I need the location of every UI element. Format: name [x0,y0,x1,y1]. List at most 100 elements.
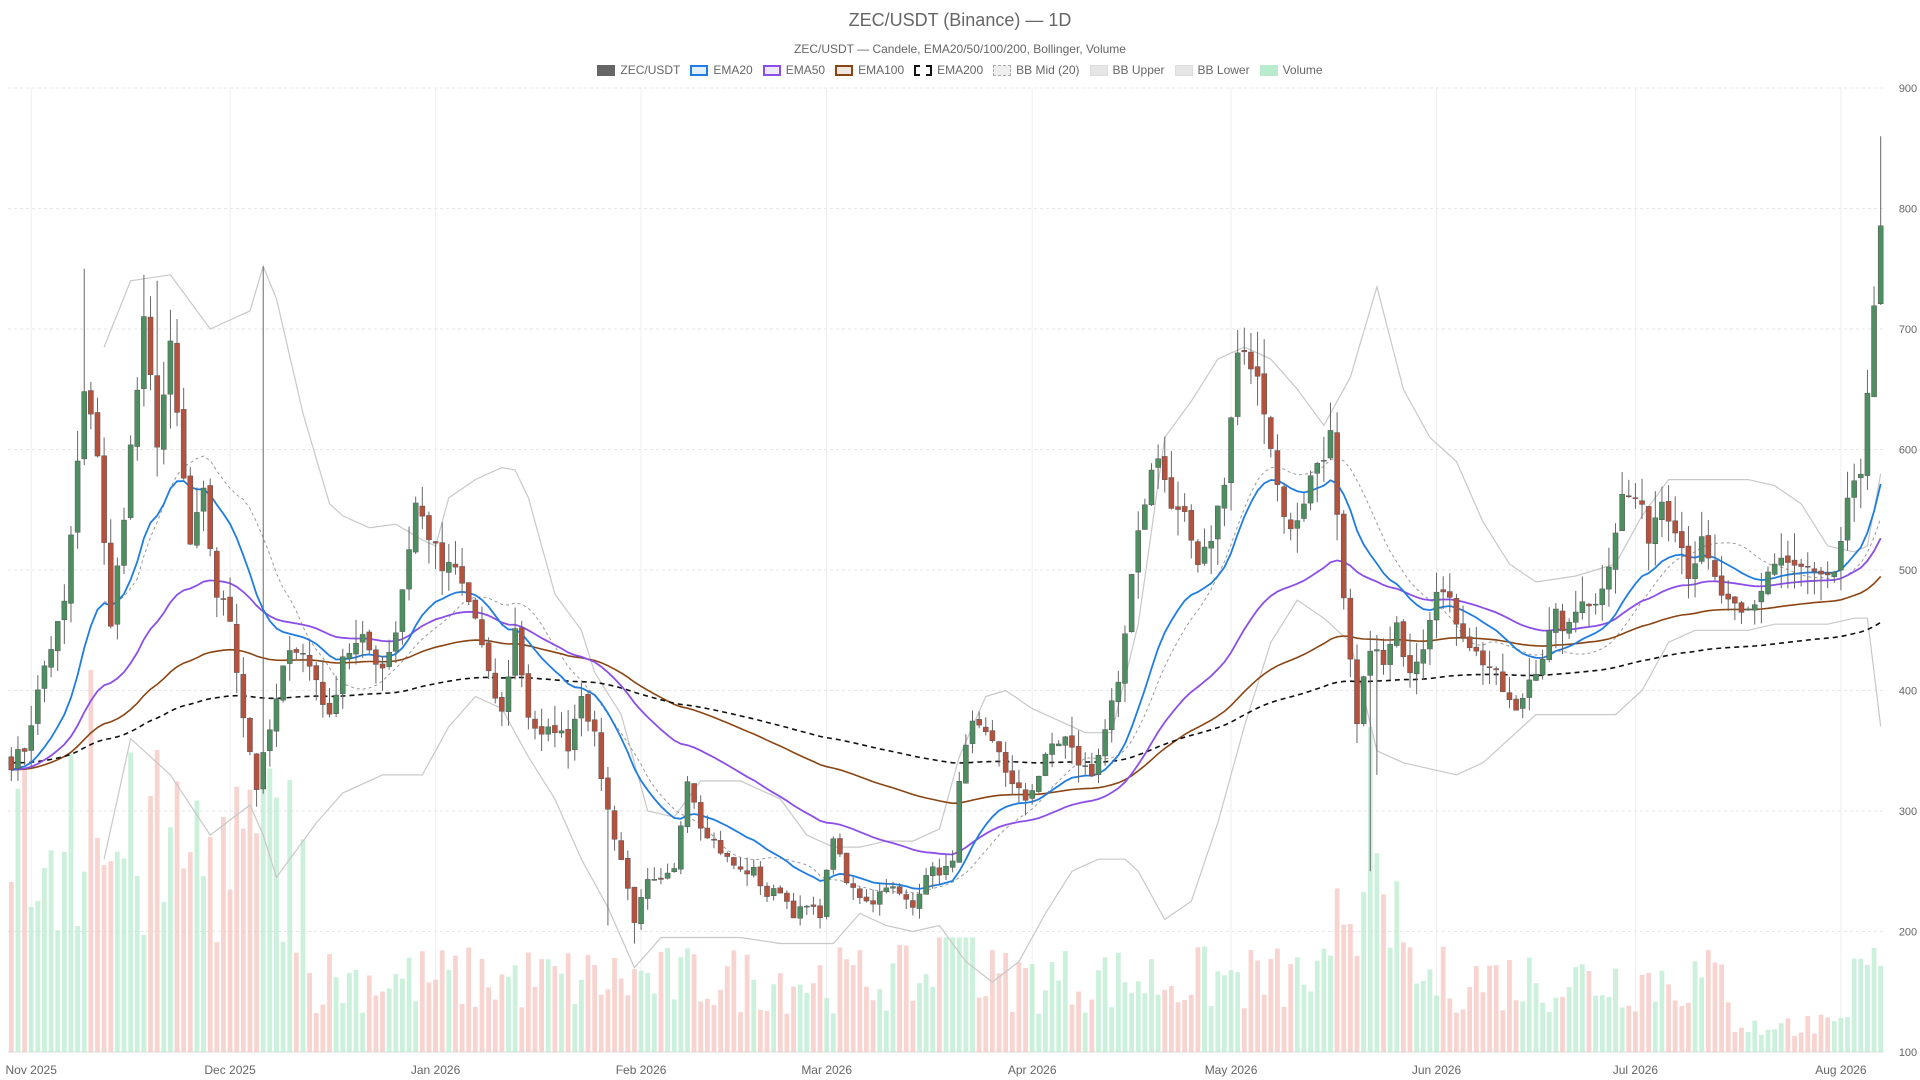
volume-bar [883,1010,889,1052]
volume-bar [870,1000,876,1052]
volume-bar [1215,971,1221,1052]
candle-body [1089,763,1095,777]
legend-item[interactable]: BB Lower [1174,63,1250,77]
volume-bar [1513,1000,1519,1052]
volume-bar [95,837,100,1052]
candle-body [485,642,492,672]
volume-bar [771,984,777,1052]
candle-body [1533,673,1539,681]
volume-bar [1102,957,1108,1052]
legend-item[interactable]: EMA200 [914,63,983,77]
candle-body [1745,608,1751,611]
legend[interactable]: ZEC/USDT EMA20 EMA50 EMA100 EMA200 BB Mid (20… [0,63,1920,77]
legend-item[interactable]: BB Upper [1089,63,1165,77]
volume-bar [1725,1002,1731,1052]
legend-item[interactable]: EMA100 [835,63,904,77]
candle-body [101,455,107,543]
candle-body [141,316,147,389]
candle-body [1433,591,1440,621]
volume-bar [1765,1029,1771,1052]
candle-body [830,838,837,870]
candle-body [1201,546,1208,564]
volume-bar [35,900,41,1052]
candle-body [1818,570,1824,575]
candle-body [1493,668,1499,671]
candle-body [565,728,571,752]
volume-bar [1792,1035,1797,1052]
volume-bar [247,789,253,1052]
legend-swatch [835,64,854,76]
candle-body [1599,588,1606,605]
candle-body [1420,649,1427,664]
volume-bar [386,988,392,1052]
volume-bar [1195,947,1201,1052]
volume-bar [1076,991,1081,1052]
legend-item[interactable]: ZEC/USDT [597,63,680,77]
candle-body [313,665,320,681]
candle-body [1665,501,1672,522]
candle-body [1022,789,1029,801]
legend-item[interactable]: EMA50 [762,63,825,77]
volume-bar [598,994,604,1052]
legend-swatch [690,64,709,76]
candle-body [1108,700,1115,731]
candle-body [1698,536,1705,562]
legend-swatch [762,64,781,76]
volume-bar [1288,964,1294,1052]
candle-body [1274,450,1281,485]
candle-body [35,689,41,724]
volume-bar [1056,980,1062,1052]
candle-body [333,694,339,714]
candle-body [88,390,94,415]
candle-body [764,885,770,897]
candle-body [903,894,909,900]
volume-bar [1016,962,1022,1052]
candle-body [1712,560,1718,577]
volume-bar [353,970,359,1052]
volume-bar [1082,1012,1088,1052]
volume-bar [917,982,922,1052]
candle-body [479,619,485,646]
legend-item[interactable]: Volume [1259,63,1323,77]
candle-body [1831,571,1838,578]
volume-bar [1222,975,1227,1052]
volume-bar [181,868,187,1052]
volume-bar [459,1003,465,1052]
bb-mid-line [103,455,1882,894]
candle-body [293,649,300,653]
candle-body [28,725,34,751]
candle-body [1036,775,1042,792]
volume-bar [1619,1007,1625,1052]
candle-body [1287,519,1294,530]
candle-body [54,621,61,652]
candle-body [1785,555,1791,563]
volume-bar [1745,1031,1751,1052]
volume-bar [174,781,180,1052]
candle-body [658,877,664,880]
volume-bar [764,1011,770,1052]
candle-body [505,676,512,712]
volume-bar [1540,1002,1545,1052]
volume-bar [744,954,750,1052]
candle-body [983,726,989,733]
volume-bar [154,750,160,1052]
candle-body [910,900,916,908]
volume-bar [1520,1001,1526,1052]
volume-bar [864,986,869,1052]
volume-bar [890,963,896,1052]
candle-body [167,340,174,395]
legend-item[interactable]: BB Mid (20) [993,63,1080,77]
candle-body [1526,679,1533,698]
volume-bar [1069,1004,1075,1052]
legend-swatch [993,64,1012,76]
candle-body [1473,646,1480,652]
volume-bar [1334,888,1340,1052]
legend-item[interactable]: EMA20 [690,63,753,77]
volume-bar [1261,994,1267,1052]
candle-body [1751,604,1758,611]
candle-body [1539,658,1546,676]
volume-bar [950,937,956,1052]
volume-bar [1719,964,1724,1052]
volume-bar [1420,980,1426,1052]
